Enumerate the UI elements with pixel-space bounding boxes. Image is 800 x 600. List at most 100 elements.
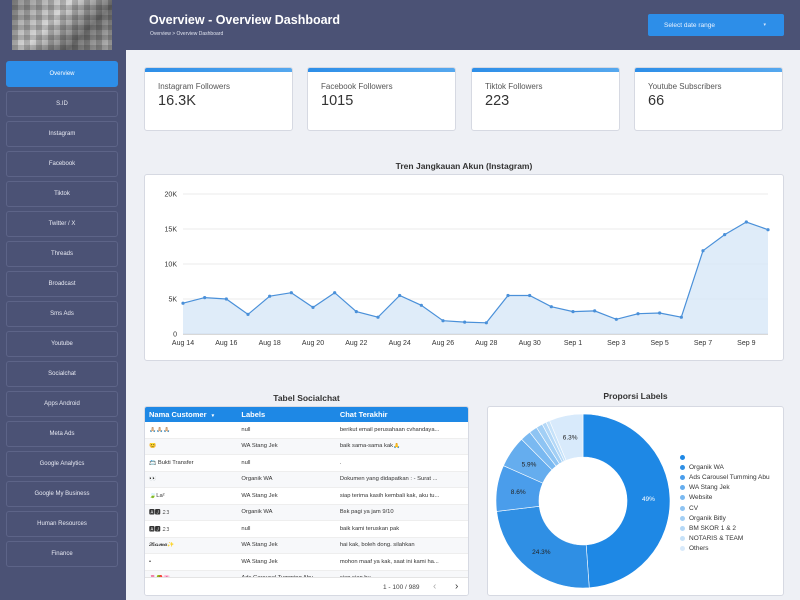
table-row[interactable]: 🍃La² WA Stang Jek siap terima kasih kembal… (145, 488, 468, 505)
sidebar-item-meta-ads[interactable]: Meta Ads (6, 421, 118, 447)
sidebar-item-socialchat[interactable]: Socialchat (6, 361, 118, 387)
table-title: Tabel Socialchat (273, 393, 340, 403)
legend-item[interactable]: Ads Carousel Tumming Abu (680, 472, 770, 482)
data-point (593, 309, 597, 313)
sidebar-item-finance[interactable]: Finance (6, 541, 118, 567)
series-area (183, 222, 768, 334)
table-row[interactable]: 𝓡𝓲𝓼𝓶𝓪✨ WA Stang Jek hai kak, boleh dong. s… (145, 537, 468, 554)
legend-item[interactable]: BM SKOR 1 & 2 (680, 523, 770, 533)
legend-label: Organik Bitly (689, 514, 726, 522)
label-cell: null (241, 426, 251, 433)
labels-donut-chart[interactable]: 49% 24.3% 8.6% 5.9% 6.3% Organik WA Ads Carou… (487, 406, 784, 596)
sidebar-item-instagram[interactable]: Instagram (6, 121, 118, 147)
next-page-icon[interactable]: › (455, 581, 459, 592)
legend-swatch (680, 454, 685, 460)
column-header-customer[interactable]: Nama Customer ▾ (145, 410, 239, 419)
y-tick-label: 5K (168, 297, 177, 304)
legend-label: WA Stang Jek (689, 484, 730, 492)
table-row[interactable]: 📇 Bukti Transfer null. (145, 455, 468, 472)
youtube-subscribers-card: Youtube Subscribers 66 (634, 67, 783, 131)
data-point (571, 310, 575, 314)
sidebar: Overview S.ID Instagram Facebook Tiktok Twitt… (0, 0, 126, 600)
sidebar-item-facebook[interactable]: Facebook (6, 151, 118, 177)
x-tick-label: Aug 28 (475, 340, 497, 347)
legend-label: CV (689, 504, 699, 512)
legend-label: Organik WA (689, 463, 724, 471)
last-chat-cell: baik sama-sama kak🙏 (339, 443, 401, 450)
pie-slice[interactable] (582, 413, 671, 589)
sidebar-item-twitter-x[interactable]: Twitter / X (6, 211, 118, 237)
label-cell: Organik WA (241, 476, 273, 483)
sidebar-item-overview[interactable]: Overview (6, 61, 118, 87)
data-point (224, 297, 228, 301)
sidebar-item-human-resources[interactable]: Human Resources (6, 511, 118, 537)
prev-page-icon[interactable]: ‹ (433, 581, 437, 592)
table-row[interactable]: • WA Stang Jek mohon maaf ya kak, saat ini… (145, 554, 468, 571)
legend-swatch (680, 525, 685, 531)
x-tick-label: Sep 5 (651, 340, 669, 347)
company-logo[interactable] (12, 0, 112, 50)
x-tick-label: Aug 26 (432, 340, 454, 347)
table-row[interactable]: 🙏🏼🙏🏼🙏🏼 null berikut email perusahaan cvhan… (145, 422, 468, 439)
data-point (289, 291, 293, 295)
table-body: 🙏🏼🙏🏼🙏🏼 null berikut email perusahaan cvhan… (145, 422, 468, 587)
legend-swatch (680, 536, 685, 542)
donut-legend: Organik WA Ads Carousel Tumming Abu WA Sta… (680, 452, 770, 554)
sidebar-item-google-analytics[interactable]: Google Analytics (6, 451, 118, 477)
data-point (354, 310, 358, 314)
column-header-labels[interactable]: Labels (241, 410, 266, 419)
socialchat-table: Nama Customer ▾ Labels Chat Terakhir 🙏🏼🙏… (144, 406, 469, 596)
legend-swatch (680, 495, 685, 501)
column-header-last-chat[interactable]: Chat Terakhir (339, 410, 388, 419)
legend-swatch (680, 546, 685, 552)
customer-name-cell: 🅰🅹 𝟸𝟹 (149, 526, 170, 533)
legend-item[interactable]: Others (680, 544, 770, 554)
sidebar-item-s-id[interactable]: S.ID (6, 91, 118, 117)
pie-slice[interactable] (549, 413, 584, 461)
sidebar-item-youtube[interactable]: Youtube (6, 331, 118, 357)
sidebar-item-google-my-business[interactable]: Google My Business (6, 481, 118, 507)
data-point (203, 296, 207, 300)
sidebar-item-broadcast[interactable]: Broadcast (6, 271, 118, 297)
table-header: Nama Customer ▾ Labels Chat Terakhir (145, 407, 468, 422)
table-row[interactable]: 👀 Organik WA Dokumen yang didapatkan : - S… (145, 471, 468, 488)
legend-item[interactable]: CV (680, 503, 770, 513)
sort-icon: ▾ (211, 413, 215, 419)
legend-item[interactable]: Organik Bitly (680, 513, 770, 523)
legend-item[interactable]: WA Stang Jek (680, 483, 770, 493)
label-cell: WA Stang Jek (241, 443, 278, 450)
label-cell: Organik WA (241, 509, 273, 516)
card-label: Youtube Subscribers (648, 82, 722, 91)
card-value: 223 (485, 93, 510, 109)
sidebar-item-sms-ads[interactable]: Sms Ads (6, 301, 118, 327)
table-row[interactable]: 🅰🅹 𝟸𝟹 Organik WA Bsk pagi ya jam 9/10 (145, 504, 468, 521)
pie-data-label: 49% (642, 496, 655, 503)
data-point (506, 293, 510, 298)
pie-data-label: 24.3% (532, 549, 551, 556)
legend-label: NOTARIS & TEAM (689, 535, 744, 543)
trend-chart[interactable]: 0 5K 10K 15K 20K Aug 14 Aug 16 Aug 18 Aug 20 Aug … (144, 174, 784, 361)
facebook-followers-card: Facebook Followers 1015 (307, 67, 456, 131)
data-point (376, 315, 380, 319)
sidebar-item-threads[interactable]: Threads (6, 241, 118, 267)
legend-item[interactable]: Organik WA (680, 462, 770, 472)
legend-item[interactable]: Website (680, 493, 770, 503)
customer-name-cell: 🅰🅹 𝟸𝟹 (149, 510, 170, 517)
sidebar-item-tiktok[interactable]: Tiktok (6, 181, 118, 207)
legend-swatch (680, 485, 685, 491)
sidebar-item-apps-android[interactable]: Apps Android (6, 391, 118, 417)
data-point (636, 312, 640, 316)
date-range-selector[interactable]: Select date range ▾ (648, 14, 784, 36)
pie-data-label: 8.6% (511, 489, 526, 496)
table-row[interactable]: 🅰🅹 𝟸𝟹 null baik kami teruskan pak (145, 521, 468, 538)
data-point (701, 249, 705, 253)
legend-label: Others (689, 545, 709, 553)
table-row[interactable]: 😊 WA Stang Jek baik sama-sama kak🙏 (145, 438, 468, 455)
pie-slice[interactable] (496, 505, 590, 589)
legend-label: Ads Carousel Tumming Abu (689, 473, 770, 481)
label-cell: null (241, 525, 251, 532)
legend-item[interactable]: NOTARIS & TEAM (680, 534, 770, 544)
legend-item[interactable] (680, 452, 770, 462)
series-line (182, 221, 769, 324)
y-tick-label: 15K (165, 227, 178, 234)
